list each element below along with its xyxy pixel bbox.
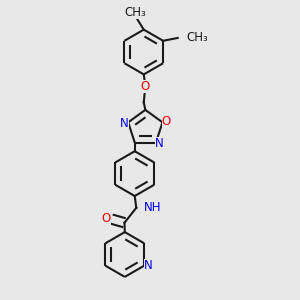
- Text: NH: NH: [144, 201, 162, 214]
- Text: N: N: [120, 117, 129, 130]
- Text: O: O: [141, 80, 150, 93]
- Text: N: N: [144, 259, 153, 272]
- Text: O: O: [162, 115, 171, 128]
- Text: CH₃: CH₃: [187, 31, 208, 44]
- Text: O: O: [102, 212, 111, 225]
- Text: CH₃: CH₃: [125, 6, 147, 19]
- Text: N: N: [155, 137, 164, 150]
